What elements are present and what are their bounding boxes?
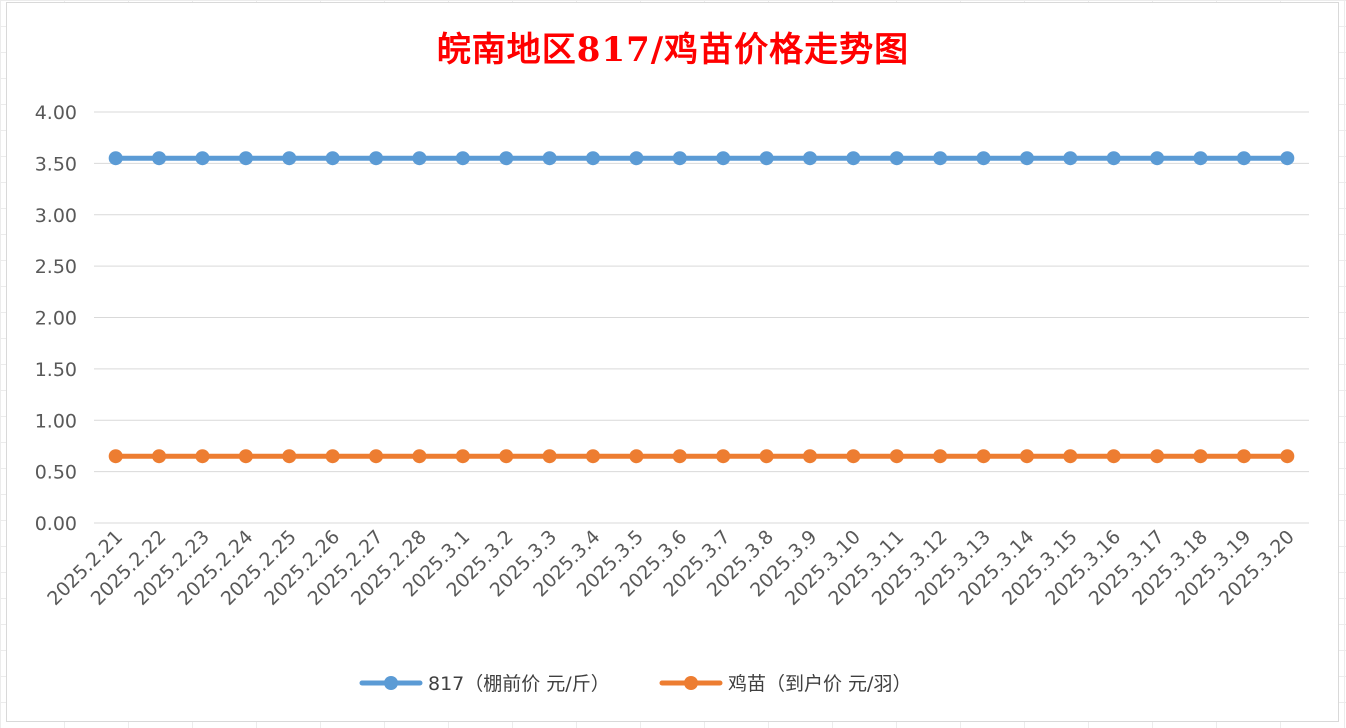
data-point — [1106, 151, 1121, 166]
data-point — [1019, 151, 1034, 166]
data-point — [716, 449, 731, 464]
data-point — [1280, 449, 1295, 464]
y-tick-label: 2.00 — [35, 308, 77, 330]
data-point — [238, 449, 253, 464]
series-2 — [108, 449, 1295, 464]
chart-area[interactable] — [6, 2, 1339, 722]
legend-item: 817（棚前价 元/斤） — [359, 673, 610, 695]
plot-series — [108, 151, 1295, 464]
data-point — [976, 449, 991, 464]
data-point — [455, 151, 470, 166]
data-point — [629, 151, 644, 166]
y-axis-ticks: 0.00 0.50 1.00 1.50 2.00 2.50 3.00 3.50 4.00 — [35, 102, 77, 535]
legend-item: 鸡苗（到户价 元/羽） — [659, 673, 911, 695]
data-point — [282, 449, 297, 464]
data-point — [238, 151, 253, 166]
data-point — [672, 151, 687, 166]
data-point — [1063, 151, 1078, 166]
data-point — [325, 151, 340, 166]
y-tick-label: 1.00 — [35, 410, 77, 432]
data-point — [889, 449, 904, 464]
data-point — [586, 449, 601, 464]
data-point — [1193, 151, 1208, 166]
data-point — [1106, 449, 1121, 464]
data-point — [282, 151, 297, 166]
data-point — [1150, 449, 1165, 464]
data-point — [933, 151, 948, 166]
data-point — [195, 449, 210, 464]
data-point — [672, 449, 687, 464]
data-point — [369, 151, 384, 166]
chart-title: 皖南地区817/鸡苗价格走势图 — [436, 30, 910, 70]
data-point — [152, 449, 167, 464]
data-point — [586, 151, 601, 166]
data-point — [976, 151, 991, 166]
data-point — [1150, 151, 1165, 166]
data-point — [152, 151, 167, 166]
data-point — [1019, 449, 1034, 464]
data-point — [455, 449, 470, 464]
y-tick-label: 3.00 — [35, 205, 77, 227]
data-point — [542, 449, 557, 464]
data-point — [846, 449, 861, 464]
legend-label: 鸡苗（到户价 元/羽） — [728, 673, 911, 695]
legend-marker — [684, 676, 698, 690]
y-tick-label: 1.50 — [35, 359, 77, 381]
y-tick-label: 0.50 — [35, 462, 77, 484]
data-point — [1236, 449, 1251, 464]
data-point — [1063, 449, 1078, 464]
data-point — [325, 449, 340, 464]
gridlines — [94, 111, 1309, 524]
y-tick-label: 4.00 — [35, 102, 77, 124]
data-point — [1236, 151, 1251, 166]
data-point — [108, 151, 123, 166]
y-tick-label: 2.50 — [35, 256, 77, 278]
data-point — [412, 151, 427, 166]
data-point — [1280, 151, 1295, 166]
data-point — [802, 151, 817, 166]
data-point — [1193, 449, 1208, 464]
data-point — [369, 449, 384, 464]
legend-label: 817（棚前价 元/斤） — [428, 673, 610, 695]
data-point — [499, 151, 514, 166]
data-point — [759, 151, 774, 166]
data-point — [499, 449, 514, 464]
y-tick-label: 3.50 — [35, 153, 77, 175]
data-point — [759, 449, 774, 464]
data-point — [846, 151, 861, 166]
legend-marker — [384, 676, 398, 690]
data-point — [629, 449, 644, 464]
series-1 — [108, 151, 1295, 166]
y-tick-label: 0.00 — [35, 513, 77, 535]
data-point — [412, 449, 427, 464]
legend: 817（棚前价 元/斤） 鸡苗（到户价 元/羽） — [359, 673, 911, 695]
data-point — [542, 151, 557, 166]
data-point — [933, 449, 948, 464]
data-point — [802, 449, 817, 464]
x-axis-ticks: 2025.2.212025.2.222025.2.232025.2.242025… — [43, 526, 1299, 610]
data-point — [716, 151, 731, 166]
data-point — [108, 449, 123, 464]
data-point — [889, 151, 904, 166]
data-point — [195, 151, 210, 166]
